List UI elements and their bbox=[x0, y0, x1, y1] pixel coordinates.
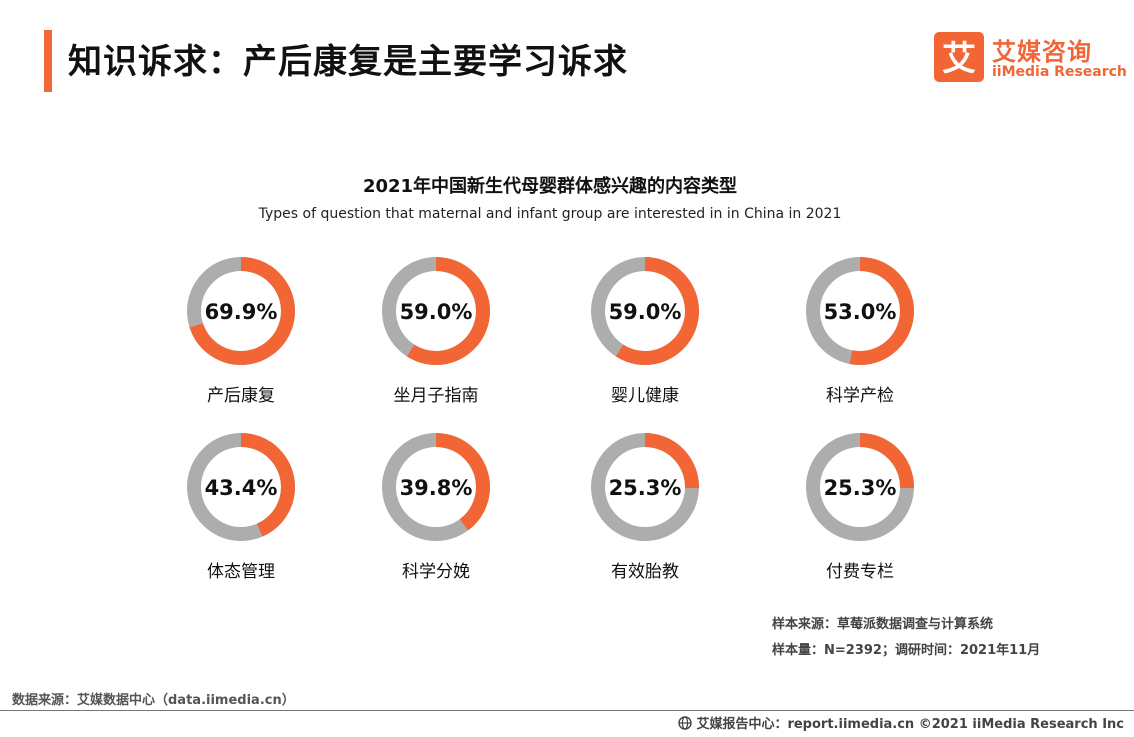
donut-category-label-6: 科学分娩 bbox=[402, 562, 470, 582]
donut-value-label-3: 59.0% bbox=[609, 300, 682, 324]
donut-value-label-8: 25.3% bbox=[824, 476, 897, 500]
title-accent-bar bbox=[44, 30, 52, 92]
donut-category-label-3: 婴儿健康 bbox=[611, 386, 679, 406]
donut-value-label-4: 53.0% bbox=[824, 300, 897, 324]
donut-value-label-6: 39.8% bbox=[400, 476, 473, 500]
donut-value-arc-8 bbox=[806, 433, 914, 541]
donut-value-label-7: 25.3% bbox=[609, 476, 682, 500]
donut-category-label-8: 付费专栏 bbox=[826, 562, 894, 582]
report-center-text: 艾媒报告中心：report.iimedia.cn ©2021 iiMedia R… bbox=[696, 717, 1124, 732]
donut-value-arc-2 bbox=[382, 257, 490, 365]
logo-mark-char: 艾 bbox=[942, 39, 976, 79]
chart-title: 2021年中国新生代母婴群体感兴趣的内容类型 bbox=[362, 176, 738, 197]
donut-category-label-4: 科学产检 bbox=[826, 386, 894, 406]
data-source: 数据来源：艾媒数据中心（data.iimedia.cn） bbox=[12, 693, 295, 708]
logo-name-en: iiMedia Research bbox=[992, 64, 1127, 80]
donut-category-label-7: 有效胎教 bbox=[611, 562, 679, 582]
donut-category-label-5: 体态管理 bbox=[207, 562, 275, 582]
logo-mark-icon: 艾 bbox=[934, 32, 984, 82]
donut-value-arc-3 bbox=[591, 257, 699, 365]
donut-value-label-2: 59.0% bbox=[400, 300, 473, 324]
brand-logo: 艾 艾媒咨询 iiMedia Research bbox=[934, 32, 1127, 88]
page-title: 知识诉求：产后康复是主要学习诉求 bbox=[68, 42, 628, 82]
footer-report-center: 艾媒报告中心：report.iimedia.cn ©2021 iiMedia R… bbox=[678, 713, 1124, 732]
chart-subtitle: Types of question that maternal and infa… bbox=[258, 206, 842, 222]
globe-icon bbox=[678, 715, 693, 730]
donut-value-arc-7 bbox=[591, 433, 699, 541]
donut-value-arc-6 bbox=[382, 433, 490, 541]
donut-value-label-1: 69.9% bbox=[205, 300, 278, 324]
footer-divider bbox=[0, 710, 1134, 711]
donut-value-arc-5 bbox=[187, 433, 295, 541]
sample-size: 样本量：N=2392；调研时间：2021年11月 bbox=[772, 643, 1041, 658]
donut-value-label-5: 43.4% bbox=[205, 476, 278, 500]
logo-name-cn: 艾媒咨询 bbox=[992, 38, 1092, 66]
donut-category-label-1: 产后康复 bbox=[207, 386, 275, 406]
donut-category-label-2: 坐月子指南 bbox=[394, 386, 479, 406]
donut-value-arc-4 bbox=[806, 257, 914, 365]
donut-value-arc-1 bbox=[187, 257, 295, 365]
sample-source: 样本来源：草莓派数据调查与计算系统 bbox=[772, 617, 994, 632]
